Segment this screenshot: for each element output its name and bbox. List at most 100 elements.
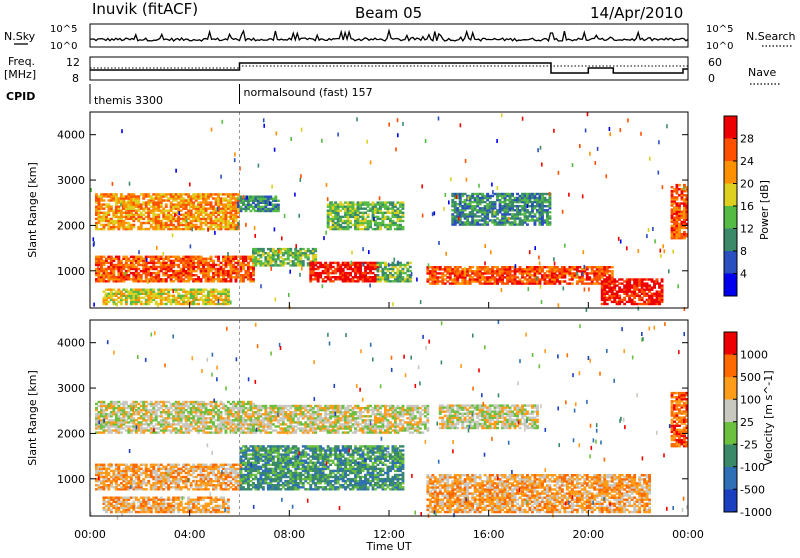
heatmap-cell	[671, 221, 674, 223]
heatmap-cell	[322, 270, 325, 272]
heatmap-cell	[122, 201, 125, 203]
heatmap-cell	[202, 421, 205, 423]
heatmap-cell	[327, 216, 330, 218]
heatmap-cell	[175, 169, 177, 173]
heatmap-cell	[162, 212, 165, 214]
heatmap-cell	[217, 195, 220, 197]
heatmap-cell	[309, 274, 312, 276]
heatmap-cell	[387, 278, 390, 280]
heatmap-cell	[157, 220, 160, 222]
heatmap-cell	[578, 276, 581, 278]
heatmap-cell	[368, 250, 370, 254]
heatmap-cell	[362, 220, 365, 222]
heatmap-cell	[180, 421, 183, 423]
heatmap-cell	[456, 195, 458, 199]
heatmap-cell	[479, 272, 482, 274]
heatmap-cell	[95, 403, 98, 405]
heatmap-cell	[553, 257, 555, 261]
heatmap-cell	[546, 217, 549, 219]
heatmap-cell	[443, 207, 445, 211]
heatmap-cell	[172, 403, 175, 405]
heatmap-cell	[103, 268, 106, 270]
heatmap-cell	[182, 415, 185, 417]
heatmap-cell	[608, 274, 611, 276]
heatmap-cell	[145, 419, 148, 421]
heatmap-cell	[317, 274, 320, 276]
heatmap-cell	[384, 226, 387, 228]
heatmap-cell	[471, 223, 474, 225]
heatmap-cell	[359, 212, 362, 214]
heatmap-cell	[104, 294, 106, 298]
heatmap-cell	[558, 280, 561, 282]
heatmap-cell	[651, 286, 654, 288]
heatmap-cell	[591, 266, 594, 268]
heatmap-cell	[501, 288, 503, 292]
heatmap-cell	[187, 293, 190, 295]
power-heatmap	[90, 112, 688, 312]
heatmap-cell	[469, 266, 472, 268]
heatmap-cell	[478, 184, 480, 188]
heatmap-cell	[541, 163, 543, 167]
heatmap-cell	[162, 195, 165, 197]
heatmap-cell	[137, 272, 140, 274]
heatmap-cell	[655, 279, 657, 283]
heatmap-cell	[155, 297, 158, 299]
heatmap-cell	[608, 270, 611, 272]
heatmap-cell	[205, 264, 208, 266]
heatmap-cell	[534, 207, 537, 209]
heatmap-cell	[120, 421, 123, 423]
heatmap-cell	[220, 291, 223, 293]
heatmap-cell	[389, 274, 392, 276]
heatmap-cell	[658, 293, 661, 295]
heatmap-cell	[676, 227, 679, 229]
colorbar-swatch	[724, 116, 737, 139]
heatmap-cell	[638, 303, 641, 305]
heatmap-cell	[110, 419, 113, 421]
heatmap-cell	[202, 216, 205, 218]
heatmap-cell	[534, 272, 537, 274]
heatmap-cell	[387, 268, 390, 270]
heatmap-cell	[160, 270, 163, 272]
heatmap-cell	[324, 270, 327, 272]
heatmap-cell	[190, 407, 193, 409]
heatmap-cell	[107, 218, 110, 220]
heatmap-cell	[459, 203, 462, 205]
heatmap-cell	[377, 201, 380, 203]
heatmap-cell	[259, 254, 262, 256]
heatmap-cell	[474, 197, 477, 199]
heatmap-cell	[202, 270, 205, 272]
heatmap-cell	[237, 193, 240, 195]
heatmap-cell	[603, 282, 606, 284]
nave-tick-bottom: 0	[708, 72, 715, 85]
heatmap-cell	[227, 297, 230, 299]
heatmap-cell	[506, 207, 509, 209]
heatmap-cell	[334, 278, 337, 280]
heatmap-cell	[202, 206, 205, 208]
heatmap-cell	[529, 211, 532, 213]
heatmap-cell	[170, 295, 173, 297]
heatmap-cell	[107, 266, 110, 268]
heatmap-cell	[362, 272, 365, 274]
heatmap-cell	[549, 266, 552, 268]
heatmap-cell	[177, 289, 180, 291]
heatmap-cell	[469, 221, 472, 223]
heatmap-cell	[247, 200, 250, 202]
heatmap-cell	[279, 262, 282, 264]
heatmap-cell	[344, 262, 347, 264]
heatmap-cell	[217, 226, 220, 228]
heatmap-cell	[100, 411, 103, 413]
heatmap-cell	[549, 217, 552, 219]
heatmap-cell	[566, 268, 569, 270]
heatmap-cell	[140, 256, 143, 258]
heatmap-cell	[309, 270, 312, 272]
heatmap-cell	[496, 266, 499, 268]
heatmap-cell	[137, 274, 140, 276]
heatmap-cell	[481, 278, 484, 280]
heatmap-cell	[501, 266, 504, 268]
heatmap-cell	[187, 260, 190, 262]
heatmap-cell	[117, 270, 120, 272]
heatmap-cell	[678, 188, 681, 190]
heatmap-cell	[112, 421, 115, 423]
heatmap-cell	[399, 212, 402, 214]
heatmap-cell	[382, 220, 385, 222]
